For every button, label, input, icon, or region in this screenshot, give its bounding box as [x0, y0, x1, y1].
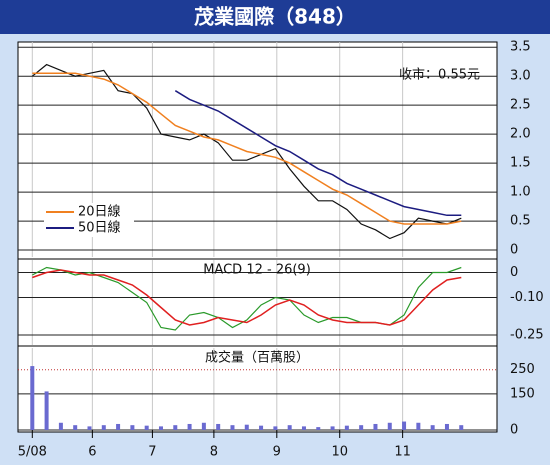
series-line	[32, 72, 462, 225]
volume-bar	[287, 425, 292, 430]
legend-box	[44, 203, 134, 237]
y-tick-label: -0.10	[510, 290, 544, 305]
y-tick-label: 3.0	[510, 69, 531, 84]
volume-bar	[259, 425, 264, 430]
volume-bar	[430, 425, 435, 430]
chart-title: 茂業國際（848）	[194, 5, 356, 29]
x-tick-label: 6	[88, 445, 96, 460]
volume-bar	[201, 422, 206, 430]
x-tick-label: 9	[273, 445, 281, 460]
volume-bar	[30, 366, 35, 430]
y-tick-label: 1.5	[510, 156, 531, 171]
volume-bar	[444, 423, 449, 430]
volume-bar	[387, 422, 392, 430]
volume-bar	[73, 425, 78, 430]
volume-bar	[316, 427, 321, 430]
y-tick-label: 0	[510, 423, 518, 438]
volume-bar	[158, 426, 163, 430]
y-tick-label: 2.0	[510, 127, 531, 142]
y-tick-label: 0	[510, 265, 518, 280]
y-tick-label: 150	[510, 386, 535, 401]
volume-bar	[301, 426, 306, 430]
series-line	[32, 269, 462, 326]
header-bar	[0, 0, 550, 34]
y-tick-label: 3.5	[510, 40, 531, 55]
volume-bar	[273, 426, 278, 430]
x-tick-label: 8	[210, 445, 218, 460]
volume-bar	[44, 391, 49, 430]
volume-bar	[330, 426, 335, 430]
x-tick-label: 5/08	[18, 445, 47, 460]
volume-bar	[58, 422, 63, 430]
volume-bar	[130, 425, 135, 430]
volume-bar	[359, 425, 364, 430]
y-tick-label: 0	[510, 243, 518, 258]
series-line	[31, 63, 462, 240]
volume-bar	[416, 422, 421, 430]
volume-bar	[344, 425, 349, 430]
volume-bar	[173, 425, 178, 430]
volume-bar	[187, 423, 192, 430]
volume-bar	[244, 424, 249, 430]
panel-title: 成交量（百萬股）	[205, 350, 309, 366]
volume-bar	[87, 426, 92, 430]
volume-bar	[402, 421, 407, 430]
annotation: 收市：0.55元	[399, 67, 480, 83]
y-tick-label: 0.5	[510, 214, 531, 229]
volume-bar	[101, 425, 106, 430]
x-tick-label: 11	[394, 445, 411, 460]
y-tick-label: 1.0	[510, 185, 531, 200]
volume-bar	[373, 423, 378, 430]
volume-bar	[116, 423, 121, 430]
x-tick-label: 10	[331, 445, 348, 460]
panel-title: MACD 12 - 26(9)	[203, 263, 311, 278]
y-tick-label: -0.25	[510, 328, 544, 343]
legend-label: 50日線	[78, 220, 121, 236]
x-tick-label: 7	[148, 445, 156, 460]
y-tick-label: 2.5	[510, 98, 531, 113]
legend-label: 20日線	[78, 204, 121, 220]
y-tick-label: 250	[510, 362, 535, 377]
volume-bar	[216, 423, 221, 430]
volume-bar	[144, 425, 149, 430]
series-line	[174, 90, 462, 217]
volume-bar	[230, 425, 235, 430]
volume-bar	[459, 425, 464, 430]
